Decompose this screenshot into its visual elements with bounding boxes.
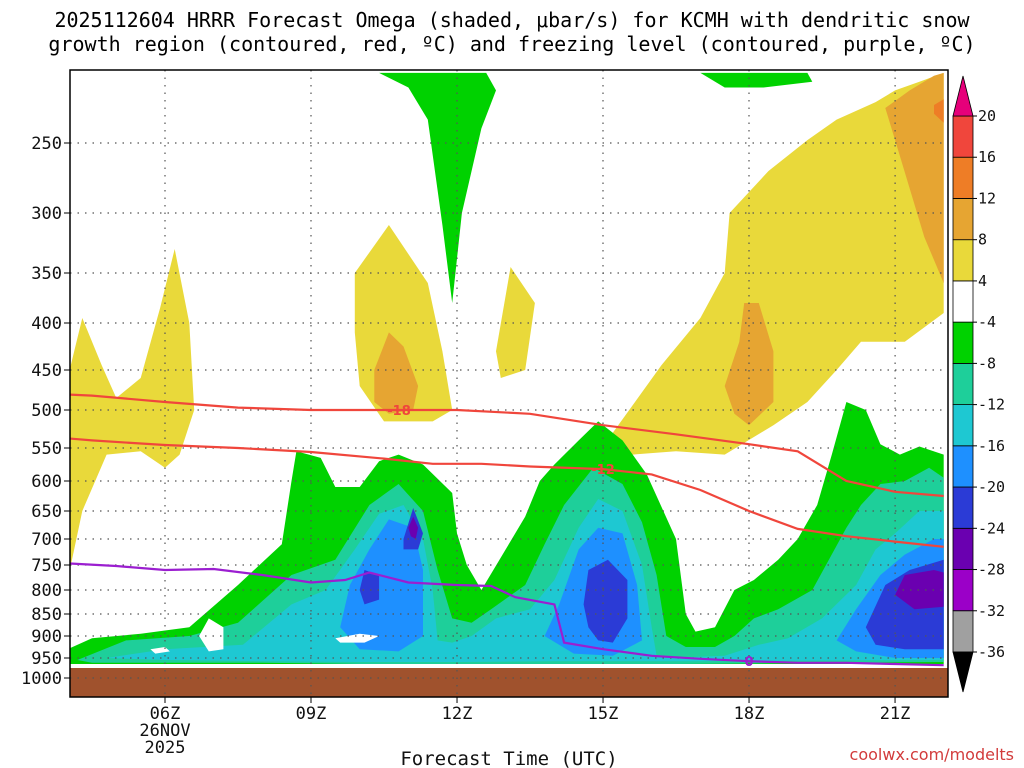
x-tick-label-09Z: 09Z	[296, 704, 327, 724]
colorbar-min-arrow	[952, 651, 974, 693]
colorbar-label--32: -32	[978, 602, 1005, 620]
omega-region-12	[106, 499, 944, 662]
omega-region-7	[934, 99, 944, 123]
omega-region-3	[612, 72, 944, 455]
colorbar-label--12: -12	[978, 396, 1005, 414]
omega-region-17	[359, 570, 380, 605]
y-tick-label-750: 750	[31, 556, 62, 576]
omega-region-20	[408, 516, 419, 539]
y-tick-label-500: 500	[31, 401, 62, 421]
omega-region-2	[496, 267, 535, 378]
colorbar-label--36: -36	[978, 643, 1005, 661]
colorbar-label--16: -16	[978, 437, 1005, 455]
contour-dgz-top	[70, 393, 944, 498]
y-tick-label-450: 450	[31, 361, 62, 381]
y-tick-label-650: 650	[31, 502, 62, 522]
omega-region-5	[724, 303, 774, 426]
colorbar-box-4	[952, 239, 974, 282]
colorbar-box-16	[952, 115, 974, 158]
omega-region-23	[335, 633, 380, 643]
colorbar-box--12	[952, 362, 974, 405]
colorbar-box--20	[952, 445, 974, 488]
omega-shading	[70, 72, 944, 664]
contour-label-dgz-bottom: -12	[591, 463, 615, 478]
omega-region-9	[700, 72, 813, 88]
colorbar-max-arrow	[952, 75, 974, 117]
y-tick-label-300: 300	[31, 204, 62, 224]
omega-region-6	[885, 72, 944, 284]
y-tick-label-250: 250	[31, 134, 62, 154]
surface-layer	[70, 668, 948, 697]
x-tick-label-21Z: 21Z	[880, 704, 911, 724]
colorbar-label-8: 8	[978, 231, 987, 249]
y-tick-label-700: 700	[31, 530, 62, 550]
x-tick-label-15Z: 15Z	[588, 704, 619, 724]
y-tick-label-350: 350	[31, 264, 62, 284]
chart-title-line1: 2025112604 HRRR Forecast Omega (shaded, …	[54, 8, 970, 32]
watermark: coolwx.com/modelts	[849, 745, 1014, 764]
y-tick-label-550: 550	[31, 439, 62, 459]
contour-freezing-level	[70, 562, 944, 667]
colorbar-label--4: -4	[978, 313, 996, 331]
x-tick-label-18Z: 18Z	[734, 704, 765, 724]
x-axis-label: Forecast Time (UTC)	[400, 748, 617, 768]
colorbar-box-12	[952, 156, 974, 199]
y-tick-label-600: 600	[31, 472, 62, 492]
colorbar-label--28: -28	[978, 561, 1005, 579]
y-tick-label-950: 950	[31, 649, 62, 669]
colorbar-label-16: 16	[978, 148, 996, 166]
chart-title-line2: growth region (contoured, red, ºC) and f…	[48, 32, 976, 56]
omega-region-13	[340, 519, 423, 652]
x-tick-year: 2025	[145, 738, 186, 758]
x-tick-label-06Z: 06Z	[150, 704, 181, 724]
omega-region-18	[583, 559, 628, 643]
x-tick-date: 26NOV	[139, 721, 190, 741]
omega-region-4	[374, 332, 419, 414]
colorbar-box--16	[952, 404, 974, 447]
colorbar: -36 -32 -28 -24 -20 -16 -12 -8 -4 4 8 12 16 20	[952, 75, 1005, 693]
colorbar-box--4	[952, 280, 974, 323]
y-tick-label-1000: 1000	[21, 669, 62, 689]
plot-frame	[69, 69, 949, 698]
colorbar-box--28	[952, 527, 974, 570]
contour-dgz-bottom	[70, 437, 944, 548]
x-tick-label-12Z: 12Z	[442, 704, 473, 724]
omega-region-22	[199, 618, 224, 652]
colorbar-label--20: -20	[978, 478, 1005, 496]
y-tick-label-850: 850	[31, 605, 62, 625]
y-axis: 2503003504004505005506006507007508008509…	[21, 134, 70, 689]
colorbar-label--24: -24	[978, 519, 1005, 537]
colorbar-box--36	[952, 610, 974, 653]
contour-label-dgz-top: -18	[387, 404, 411, 419]
colorbar-box--8	[952, 321, 974, 364]
colorbar-box--32	[952, 569, 974, 612]
colorbar-box--24	[952, 486, 974, 529]
colorbar-label-20: 20	[978, 107, 996, 125]
colorbar-box-8	[952, 198, 974, 241]
colorbar-label-12: 12	[978, 189, 996, 207]
surface-ground	[70, 668, 948, 697]
y-tick-label-900: 900	[31, 627, 62, 647]
contour-layer: -18 -12 0	[70, 393, 944, 670]
omega-region-0	[70, 249, 195, 570]
omega-region-8	[379, 72, 496, 304]
contour-label-freezing-level: 0	[745, 655, 754, 670]
y-tick-label-400: 400	[31, 314, 62, 334]
colorbar-label-4: 4	[978, 272, 987, 290]
colorbar-label--8: -8	[978, 354, 996, 372]
omega-region-21	[895, 570, 944, 610]
y-tick-label-800: 800	[31, 581, 62, 601]
